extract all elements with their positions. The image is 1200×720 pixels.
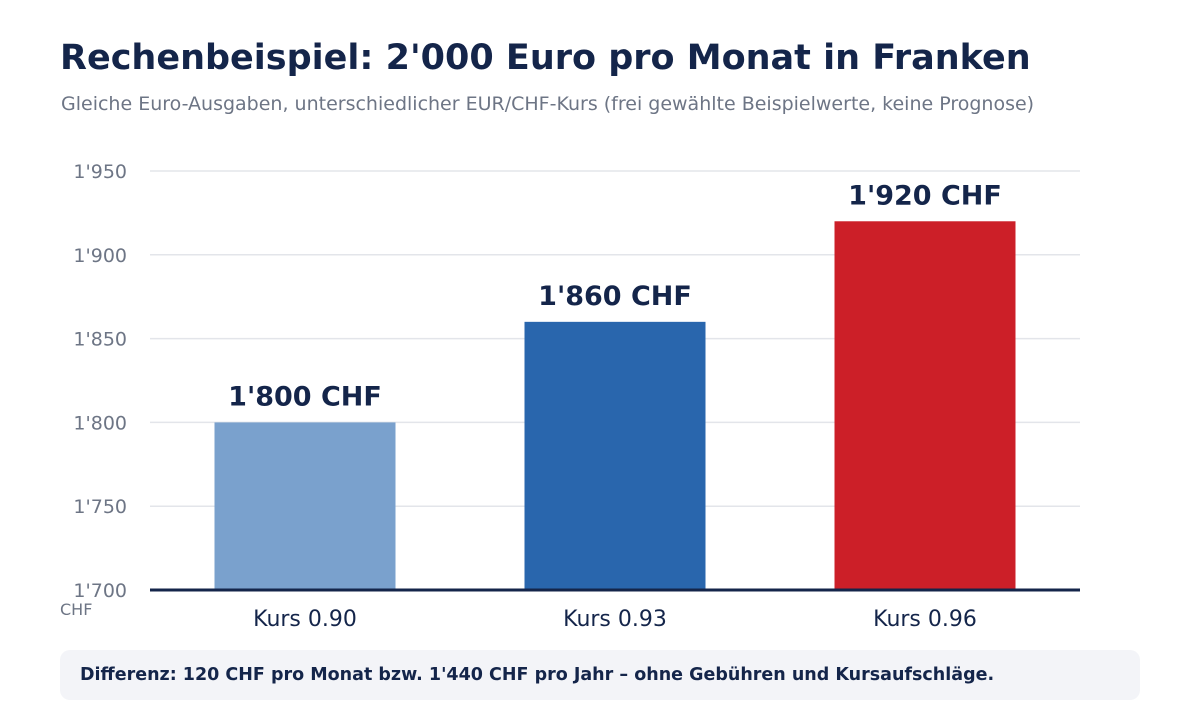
bars [214, 221, 1016, 590]
y-axis-tick-labels: 1'700 1'750 1'800 1'850 1'900 1'950 [73, 161, 127, 602]
bar-value-label: 1'920 CHF [848, 180, 1002, 211]
x-tick-label: Kurs 0.93 [563, 607, 667, 632]
x-axis-tick-labels: Kurs 0.90 Kurs 0.93 Kurs 0.96 [253, 607, 977, 632]
y-tick-label: 1'950 [73, 161, 127, 183]
x-tick-label: Kurs 0.96 [873, 607, 977, 632]
y-tick-label: 1'900 [73, 245, 127, 267]
bar [214, 422, 396, 590]
bar-chart: 1'700 1'750 1'800 1'850 1'900 1'950 1'800 CHF… [60, 161, 1080, 632]
chart-title: Rechenbeispiel: 2'000 Euro pro Monat in … [60, 38, 1031, 78]
y-tick-label: 1'800 [73, 412, 127, 434]
x-tick-label: Kurs 0.90 [253, 607, 357, 632]
y-tick-label: 1'850 [73, 329, 127, 351]
difference-note: Differenz: 120 CHF pro Monat bzw. 1'440 … [60, 650, 1140, 700]
y-tick-label: 1'700 [73, 580, 127, 602]
bar [834, 221, 1016, 590]
bar [524, 321, 706, 590]
value-labels: 1'800 CHF 1'860 CHF 1'920 CHF [228, 180, 1002, 412]
y-tick-label: 1'750 [73, 496, 127, 518]
chart-subtitle: Gleiche Euro-Ausgaben, unterschiedlicher… [61, 93, 1035, 115]
y-axis-label: CHF [60, 600, 92, 619]
bar-value-label: 1'800 CHF [228, 381, 382, 412]
bar-value-label: 1'860 CHF [538, 281, 692, 312]
